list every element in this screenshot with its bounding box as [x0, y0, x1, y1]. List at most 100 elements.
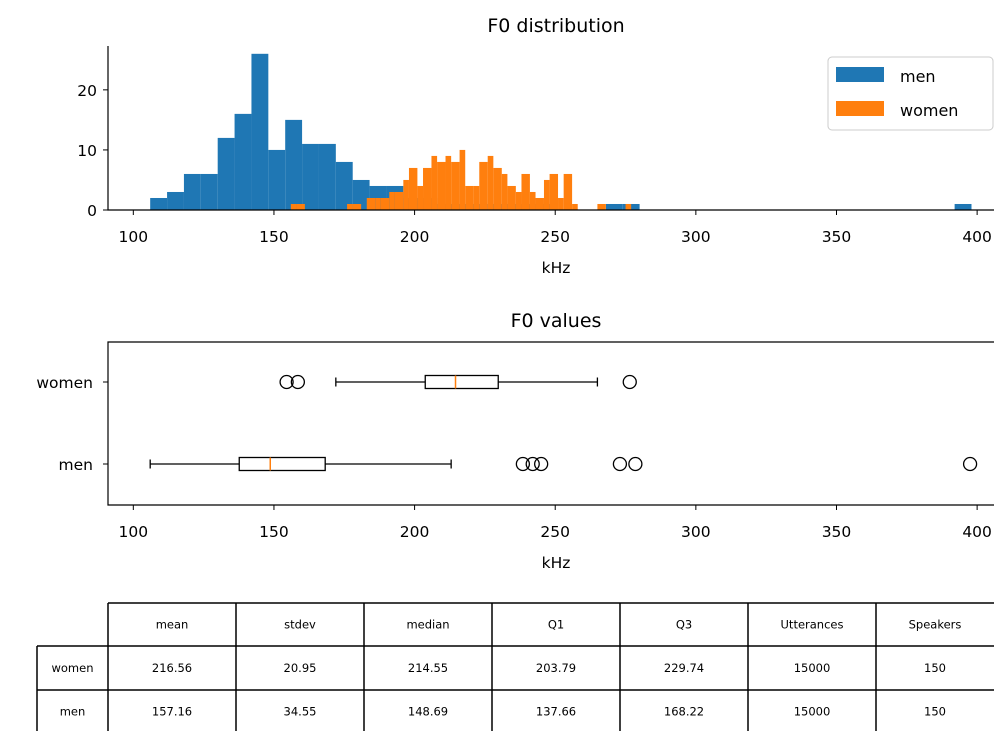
- table-cell-women-0: 216.56: [152, 661, 192, 675]
- hist-bar-women-20: [473, 185, 480, 210]
- box-xtick-label-1: 150: [259, 523, 289, 541]
- table-header-3: Q1: [548, 618, 564, 632]
- table-cell-men-3: 137.66: [536, 705, 576, 719]
- boxplot-women: [279, 374, 637, 390]
- hist-bar-men-9: [302, 143, 319, 210]
- hist-bar-men-8: [285, 119, 303, 210]
- hist-bar-women-8: [389, 191, 395, 210]
- stats-table: mean stdev median Q1 Q3 Utterances Speakers wom…: [36, 602, 994, 731]
- outlier-women-0: [279, 374, 294, 390]
- box-xtick-label-3: 250: [540, 523, 570, 541]
- hist-bar-women-7: [380, 197, 390, 210]
- hist-bar-women-30: [543, 179, 550, 210]
- outlier-women-1: [290, 374, 306, 390]
- outlier-men-1: [525, 456, 540, 472]
- table-cell-women-3: 203.79: [536, 661, 576, 675]
- hist-bar-women-22: [487, 155, 494, 210]
- histogram-x-label: kHz: [542, 259, 571, 277]
- hist-ytick-label-0: 0: [87, 202, 97, 220]
- hist-bar-men-11: [335, 161, 353, 210]
- hist-bar-women-28: [529, 191, 536, 210]
- table-header-0: mean: [156, 618, 189, 632]
- table-cell-women-6: 150: [924, 661, 946, 675]
- hist-bar-women-33: [563, 173, 573, 210]
- hist-xtick-label-6: 400: [962, 228, 992, 246]
- histogram-panel: F0 distribution 100 150 200 250 300 350 400 0 1…: [77, 15, 994, 277]
- hist-bar-women-27: [521, 173, 530, 210]
- table-cell-men-5: 15000: [794, 705, 831, 719]
- outlier-men-3: [612, 456, 628, 472]
- outlier-men-2: [534, 456, 549, 472]
- hist-bar-men-7: [268, 149, 286, 210]
- outlier-women-2: [622, 374, 637, 390]
- outlier-men-5: [962, 456, 978, 472]
- hist-bar-women-2: [347, 203, 353, 210]
- hist-bar-men-10: [318, 143, 336, 210]
- table-header-2: median: [406, 618, 449, 632]
- box-xtick-label-2: 200: [400, 523, 430, 541]
- box-ytick-label-men: men: [59, 456, 93, 474]
- boxplot-elements: [149, 374, 978, 472]
- table-cell-men-1: 34.55: [284, 705, 317, 719]
- table-header-5: Utterances: [781, 618, 844, 632]
- hist-bar-women-35: [597, 203, 606, 210]
- boxplot-x-label: kHz: [542, 554, 571, 572]
- hist-bar-women-16: [445, 155, 452, 210]
- hist-bar-men-5: [234, 113, 252, 210]
- box-women: [424, 374, 499, 390]
- hist-bar-women-26: [515, 191, 522, 210]
- hist-bar-women-18: [459, 149, 466, 210]
- boxplot-panel: F0 values 100 150 200 250 300 350 400 women men…: [36, 310, 994, 572]
- table-cell-women-1: 20.95: [284, 661, 317, 675]
- table-row-label-men: men: [60, 705, 86, 719]
- hist-bar-men-1: [167, 191, 184, 210]
- table-header-6: Speakers: [909, 618, 962, 632]
- hist-bar-men-4: [217, 137, 235, 210]
- box-ytick-label-women: women: [36, 374, 93, 392]
- hist-bar-women-32: [558, 197, 564, 210]
- table-cell-men-0: 157.16: [152, 705, 192, 719]
- table-cell-women-5: 15000: [794, 661, 831, 675]
- hist-bar-women-21: [479, 161, 488, 210]
- hist-bar-women-23: [493, 167, 502, 210]
- hist-bar-women-3: [352, 203, 362, 210]
- hist-bar-women-19: [465, 185, 474, 210]
- hist-bar-women-1: [296, 203, 305, 210]
- hist-bar-men-2: [183, 173, 201, 210]
- boxplot-title: F0 values: [511, 310, 602, 332]
- hist-bar-women-25: [507, 185, 516, 210]
- table-cell-men-6: 150: [924, 705, 946, 719]
- box-xtick-label-6: 400: [962, 523, 992, 541]
- hist-bar-men-0: [150, 197, 168, 210]
- box-xtick-label-4: 300: [681, 523, 711, 541]
- table-cell-men-4: 168.22: [664, 705, 704, 719]
- boxplot-men: [149, 456, 978, 472]
- table-cell-men-2: 148.69: [408, 705, 448, 719]
- hist-ytick-label-1: 10: [77, 142, 97, 160]
- table-header-4: Q3: [676, 618, 692, 632]
- box-men: [238, 456, 326, 472]
- outlier-men-0: [515, 456, 531, 472]
- hist-bar-women-0: [290, 203, 297, 210]
- boxplot-x-ticks: 100 150 200 250 300 350 400: [119, 505, 992, 541]
- legend: men women: [827, 56, 994, 131]
- box-xtick-label-0: 100: [119, 523, 149, 541]
- hist-xtick-label-0: 100: [119, 228, 149, 246]
- hist-bar-women-12: [417, 185, 424, 210]
- hist-bar-women-6: [375, 197, 381, 210]
- hist-ytick-label-2: 20: [77, 82, 97, 100]
- histogram-x-ticks: 100 150 200 250 300 350 400: [119, 210, 992, 246]
- histogram-bars: [150, 53, 972, 211]
- table-row-label-women: women: [51, 661, 93, 675]
- histogram-title: F0 distribution: [487, 15, 624, 37]
- table-cell-women-4: 229.74: [664, 661, 704, 675]
- hist-bar-women-9: [394, 191, 404, 210]
- hist-bar-men-27: [605, 203, 623, 210]
- hist-bar-women-5: [366, 197, 376, 210]
- hist-xtick-label-2: 200: [400, 228, 430, 246]
- hist-xtick-label-5: 350: [822, 228, 852, 246]
- hist-bar-women-36: [625, 203, 632, 210]
- hist-bar-women-29: [535, 197, 544, 210]
- table-cell-women-2: 214.55: [408, 661, 448, 675]
